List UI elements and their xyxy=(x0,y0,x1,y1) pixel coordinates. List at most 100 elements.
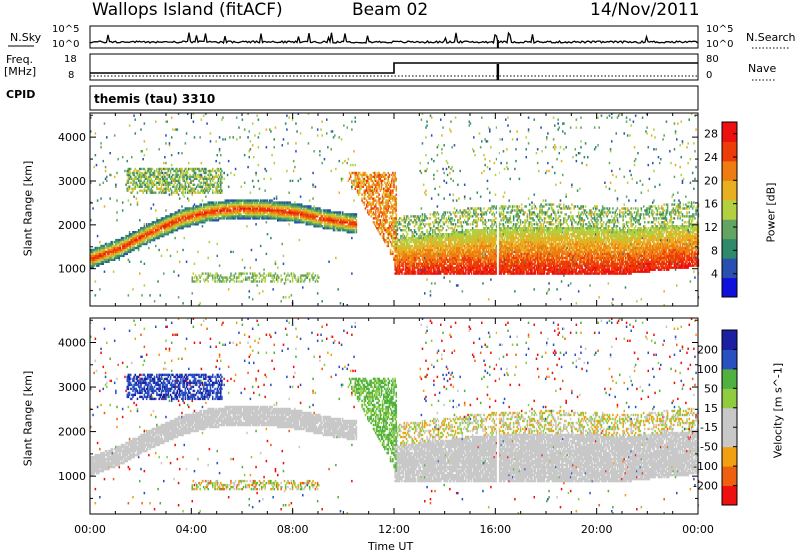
power-cell xyxy=(158,249,160,251)
velocity-cell xyxy=(144,346,146,348)
velocity-cell xyxy=(155,326,157,328)
velocity-cell xyxy=(171,360,173,362)
power-cell xyxy=(127,160,129,162)
velocity-cell xyxy=(105,376,107,378)
velocity-cell xyxy=(155,416,157,418)
power-cell xyxy=(165,142,167,144)
power-cell xyxy=(124,170,126,172)
velocity-cell xyxy=(165,340,167,342)
velocity-cell xyxy=(163,480,165,482)
power-cell xyxy=(116,211,118,213)
velocity-cell xyxy=(163,368,165,370)
velocity-cell xyxy=(146,354,148,356)
power-cell xyxy=(157,280,159,282)
power-cell xyxy=(144,122,146,124)
power-cell xyxy=(154,300,156,302)
velocity-cell xyxy=(154,508,156,510)
power-cell xyxy=(103,182,105,184)
power-cell xyxy=(169,142,171,144)
power-cell xyxy=(144,223,146,225)
power-cell xyxy=(146,148,148,150)
velocity-cell xyxy=(106,382,108,384)
velocity-cell xyxy=(116,378,118,380)
velocity-cell xyxy=(103,388,105,390)
velocity-cell xyxy=(104,328,106,330)
velocity-cell xyxy=(158,456,160,458)
velocity-cell xyxy=(106,342,108,344)
velocity-cell xyxy=(133,402,135,404)
velocity-cell xyxy=(99,390,101,392)
power-cell xyxy=(122,156,124,158)
velocity-cell xyxy=(166,456,168,458)
velocity-cell xyxy=(93,372,95,374)
power-cell xyxy=(165,162,167,164)
power-cell xyxy=(140,128,142,130)
velocity-cell xyxy=(165,368,167,370)
velocity-cell xyxy=(95,360,97,362)
velocity-cell xyxy=(115,390,117,392)
velocity-cell xyxy=(135,338,137,340)
velocity-cell xyxy=(144,430,146,432)
power-cell xyxy=(111,174,113,176)
power-cell xyxy=(165,134,167,136)
velocity-cell xyxy=(130,374,132,376)
power-cell xyxy=(160,294,162,296)
power-cell xyxy=(129,261,131,263)
power-cell xyxy=(96,164,98,166)
power-cell xyxy=(158,148,160,150)
velocity-cell xyxy=(144,360,146,362)
power-cell xyxy=(163,162,165,164)
power-cell xyxy=(144,284,146,286)
velocity-cell xyxy=(166,326,168,328)
power-cell xyxy=(129,186,131,188)
velocity-cell xyxy=(170,462,172,464)
power-cell xyxy=(112,241,114,243)
power-cell xyxy=(139,219,141,221)
power-cell xyxy=(171,136,173,138)
velocity-cell xyxy=(100,404,102,406)
power-cell xyxy=(99,184,101,186)
power-cell xyxy=(104,271,106,273)
power-cell xyxy=(166,249,168,251)
velocity-cell xyxy=(129,392,131,394)
power-cell xyxy=(153,203,155,205)
power-cell xyxy=(105,166,107,168)
power-cell xyxy=(97,235,99,237)
velocity-cell xyxy=(137,408,139,410)
velocity-cell xyxy=(106,386,108,388)
power-cell xyxy=(114,176,116,178)
velocity-cell xyxy=(97,442,99,444)
velocity-cell xyxy=(128,406,130,408)
velocity-cell xyxy=(171,322,173,324)
power-cell xyxy=(130,168,132,170)
power-cell xyxy=(105,170,107,172)
velocity-cell xyxy=(158,354,160,356)
velocity-cell xyxy=(155,398,157,400)
power-cell xyxy=(133,196,135,198)
velocity-cell xyxy=(156,374,158,376)
velocity-cell xyxy=(130,410,132,412)
power-cell xyxy=(135,132,137,134)
velocity-cell xyxy=(140,468,142,470)
chart-stage: 1000 2000 3000 4000 1000 2000 3000 4000 00:00 04:… xyxy=(0,0,800,558)
velocity-cell xyxy=(161,462,163,464)
velocity-cell xyxy=(95,338,97,340)
velocity-cell xyxy=(144,328,146,330)
power-cell xyxy=(100,197,102,199)
velocity-cell xyxy=(99,496,101,498)
power-cell xyxy=(95,280,97,282)
velocity-cell xyxy=(109,404,111,406)
velocity-cell xyxy=(133,320,135,322)
power-cell xyxy=(137,201,139,203)
velocity-cell xyxy=(153,410,155,412)
power-cell xyxy=(113,271,115,273)
velocity-cell xyxy=(169,348,171,350)
velocity-cell xyxy=(141,356,143,358)
velocity-cell xyxy=(141,502,143,504)
power-cell xyxy=(140,168,142,170)
power-cell xyxy=(116,172,118,174)
power-cell xyxy=(141,294,143,296)
power-cell xyxy=(137,192,139,194)
power-cell xyxy=(95,154,97,156)
velocity-cell xyxy=(95,488,97,490)
